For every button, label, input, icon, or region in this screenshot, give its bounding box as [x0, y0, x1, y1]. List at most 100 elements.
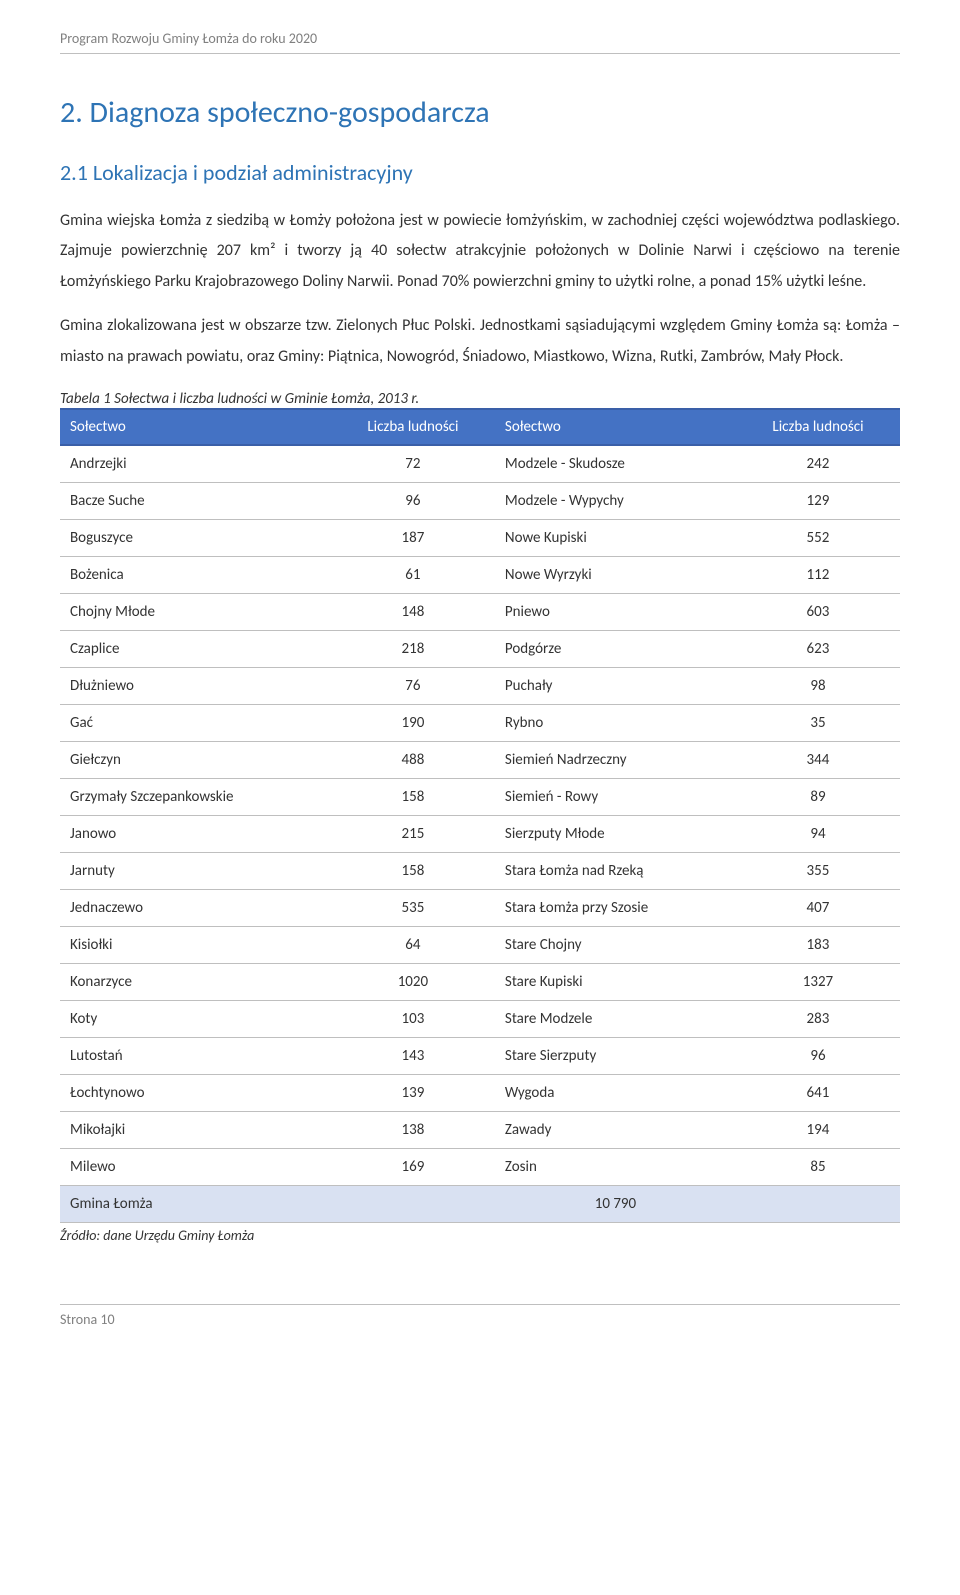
table-row: Boguszyce187Nowe Kupiski552: [60, 519, 900, 556]
cell-solectwo: Chojny Młode: [60, 593, 331, 630]
cell-ludnosc: 143: [331, 1037, 495, 1074]
cell-solectwo: Czaplice: [60, 630, 331, 667]
table-row: Lutostań143Stare Sierzputy96: [60, 1037, 900, 1074]
cell-solectwo: Stara Łomża nad Rzeką: [495, 852, 736, 889]
col-solectwo-2: Sołectwo: [495, 409, 736, 445]
cell-ludnosc: 623: [736, 630, 900, 667]
table-row: Konarzyce1020Stare Kupiski1327: [60, 963, 900, 1000]
table-row: Andrzejki72Modzele - Skudosze242: [60, 445, 900, 483]
col-solectwo-1: Sołectwo: [60, 409, 331, 445]
cell-ludnosc: 283: [736, 1000, 900, 1037]
page-container: Program Rozwoju Gminy Łomża do roku 2020…: [0, 0, 960, 1358]
cell-ludnosc: 94: [736, 815, 900, 852]
cell-solectwo: Stare Modzele: [495, 1000, 736, 1037]
cell-solectwo: Pniewo: [495, 593, 736, 630]
cell-ludnosc: 552: [736, 519, 900, 556]
cell-ludnosc: 183: [736, 926, 900, 963]
table-source: Źródło: dane Urzędu Gminy Łomża: [60, 1227, 900, 1244]
cell-solectwo: Podgórze: [495, 630, 736, 667]
cell-ludnosc: 112: [736, 556, 900, 593]
cell-solectwo: Łochtynowo: [60, 1074, 331, 1111]
cell-ludnosc: 1327: [736, 963, 900, 1000]
cell-ludnosc: 535: [331, 889, 495, 926]
table-row: Mikołajki138Zawady194: [60, 1111, 900, 1148]
solectwa-table: Sołectwo Liczba ludności Sołectwo Liczba…: [60, 408, 900, 1223]
cell-solectwo: Sierzputy Młode: [495, 815, 736, 852]
table-row: Janowo215Sierzputy Młode94: [60, 815, 900, 852]
table-row: Jarnuty158Stara Łomża nad Rzeką355: [60, 852, 900, 889]
cell-solectwo: Giełczyn: [60, 741, 331, 778]
cell-ludnosc: 89: [736, 778, 900, 815]
cell-ludnosc: 64: [331, 926, 495, 963]
table-row: Chojny Młode148Pniewo603: [60, 593, 900, 630]
cell-ludnosc: 61: [331, 556, 495, 593]
cell-ludnosc: 169: [331, 1148, 495, 1185]
cell-ludnosc: 35: [736, 704, 900, 741]
cell-ludnosc: 158: [331, 778, 495, 815]
cell-solectwo: Konarzyce: [60, 963, 331, 1000]
cell-ludnosc: 139: [331, 1074, 495, 1111]
cell-ludnosc: 96: [331, 482, 495, 519]
table-row: Dłużniewo76Puchały98: [60, 667, 900, 704]
cell-ludnosc: 129: [736, 482, 900, 519]
cell-solectwo: Jarnuty: [60, 852, 331, 889]
cell-ludnosc: 355: [736, 852, 900, 889]
table-header: Sołectwo Liczba ludności Sołectwo Liczba…: [60, 409, 900, 445]
cell-ludnosc: 218: [331, 630, 495, 667]
table-row: Koty103Stare Modzele283: [60, 1000, 900, 1037]
table-row: Bożenica61Nowe Wyrzyki112: [60, 556, 900, 593]
cell-solectwo: Mikołajki: [60, 1111, 331, 1148]
col-ludnosc-2: Liczba ludności: [736, 409, 900, 445]
cell-solectwo: Nowe Kupiski: [495, 519, 736, 556]
table-row: Łochtynowo139Wygoda641: [60, 1074, 900, 1111]
cell-solectwo: Boguszyce: [60, 519, 331, 556]
total-label: Gmina Łomża: [60, 1185, 331, 1222]
cell-solectwo: Stare Sierzputy: [495, 1037, 736, 1074]
cell-solectwo: Kisiołki: [60, 926, 331, 963]
table-body: Andrzejki72Modzele - Skudosze242Bacze Su…: [60, 445, 900, 1223]
cell-solectwo: Lutostań: [60, 1037, 331, 1074]
subsection-heading: 2.1 Lokalizacja i podział administracyjn…: [60, 159, 900, 186]
cell-solectwo: Rybno: [495, 704, 736, 741]
cell-solectwo: Stare Chojny: [495, 926, 736, 963]
paragraph-1: Gmina wiejska Łomża z siedzibą w Łomży p…: [60, 206, 900, 297]
total-value: 10 790: [331, 1185, 900, 1222]
table-row: Gać190Rybno35: [60, 704, 900, 741]
cell-ludnosc: 85: [736, 1148, 900, 1185]
cell-ludnosc: 407: [736, 889, 900, 926]
cell-ludnosc: 96: [736, 1037, 900, 1074]
cell-ludnosc: 138: [331, 1111, 495, 1148]
table-row: Kisiołki64Stare Chojny183: [60, 926, 900, 963]
paragraph-2: Gmina zlokalizowana jest w obszarze tzw.…: [60, 311, 900, 372]
cell-solectwo: Siemień Nadrzeczny: [495, 741, 736, 778]
cell-ludnosc: 76: [331, 667, 495, 704]
cell-ludnosc: 603: [736, 593, 900, 630]
cell-ludnosc: 148: [331, 593, 495, 630]
cell-solectwo: Siemień - Rowy: [495, 778, 736, 815]
table-row: Milewo169Zosin85: [60, 1148, 900, 1185]
cell-solectwo: Zawady: [495, 1111, 736, 1148]
cell-solectwo: Janowo: [60, 815, 331, 852]
table-row: Jednaczewo535Stara Łomża przy Szosie407: [60, 889, 900, 926]
cell-solectwo: Andrzejki: [60, 445, 331, 483]
cell-solectwo: Zosin: [495, 1148, 736, 1185]
cell-ludnosc: 344: [736, 741, 900, 778]
footer-page-number: 10: [100, 1311, 114, 1328]
cell-solectwo: Dłużniewo: [60, 667, 331, 704]
cell-solectwo: Bożenica: [60, 556, 331, 593]
cell-solectwo: Modzele - Skudosze: [495, 445, 736, 483]
cell-solectwo: Nowe Wyrzyki: [495, 556, 736, 593]
cell-ludnosc: 187: [331, 519, 495, 556]
cell-ludnosc: 194: [736, 1111, 900, 1148]
cell-solectwo: Stare Kupiski: [495, 963, 736, 1000]
section-heading: 2. Diagnoza społeczno-gospodarcza: [60, 94, 900, 131]
running-header: Program Rozwoju Gminy Łomża do roku 2020: [60, 30, 900, 54]
cell-solectwo: Modzele - Wypychy: [495, 482, 736, 519]
col-ludnosc-1: Liczba ludności: [331, 409, 495, 445]
cell-ludnosc: 158: [331, 852, 495, 889]
cell-solectwo: Wygoda: [495, 1074, 736, 1111]
cell-solectwo: Jednaczewo: [60, 889, 331, 926]
table-total-row: Gmina Łomża10 790: [60, 1185, 900, 1222]
cell-ludnosc: 215: [331, 815, 495, 852]
cell-ludnosc: 103: [331, 1000, 495, 1037]
